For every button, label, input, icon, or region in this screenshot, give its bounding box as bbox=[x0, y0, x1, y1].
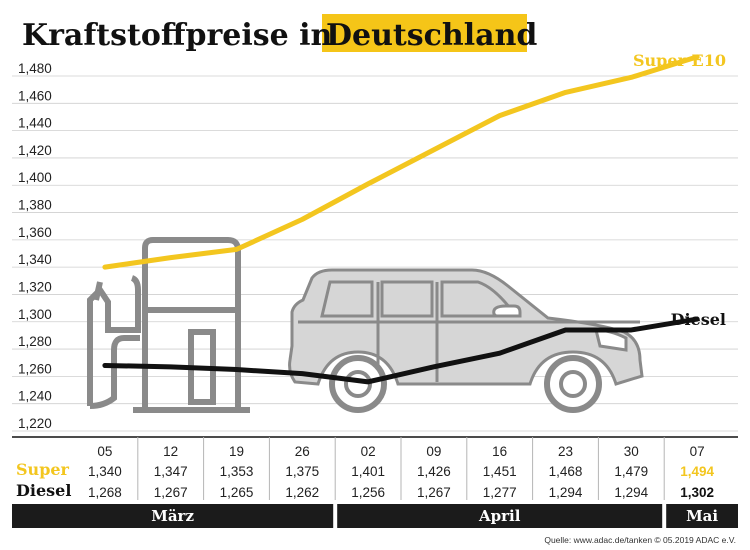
diesel-line bbox=[102, 316, 700, 385]
value-cell: 1,277 bbox=[483, 485, 517, 500]
value-cell: 1,262 bbox=[285, 485, 319, 500]
month-label: April bbox=[478, 507, 521, 525]
series-lines bbox=[102, 54, 700, 385]
x-tick-label: 09 bbox=[426, 444, 441, 459]
x-axis-ticks: 05 12 19 26 02 09 16 23 30 07 bbox=[97, 437, 705, 500]
y-tick-label: 1,460 bbox=[18, 88, 52, 103]
x-tick-label: 26 bbox=[295, 444, 310, 459]
value-cell: 1,451 bbox=[483, 464, 517, 479]
value-cell: 1,267 bbox=[417, 485, 451, 500]
row-label-super: Super bbox=[16, 460, 70, 479]
month-bar bbox=[337, 504, 663, 528]
title-part-1: Kraftstoffpreise in bbox=[22, 18, 333, 53]
fuel-pump-icon bbox=[87, 237, 250, 413]
month-label: Mai bbox=[686, 507, 718, 525]
value-cell: 1,347 bbox=[154, 464, 188, 479]
value-cell: 1,494 bbox=[680, 464, 714, 479]
y-tick-label: 1,280 bbox=[18, 334, 52, 349]
y-tick-label: 1,240 bbox=[18, 389, 52, 404]
title-part-2: Deutschland bbox=[326, 18, 537, 53]
row-label-diesel: Diesel bbox=[16, 481, 71, 500]
y-tick-label: 1,340 bbox=[18, 252, 52, 267]
value-cell: 1,267 bbox=[154, 485, 188, 500]
value-cell: 1,265 bbox=[220, 485, 254, 500]
super-e10-line bbox=[102, 54, 700, 270]
value-cell: 1,302 bbox=[680, 485, 714, 500]
y-tick-label: 1,380 bbox=[18, 198, 52, 213]
value-cell: 1,401 bbox=[351, 464, 385, 479]
x-tick-label: 16 bbox=[492, 444, 507, 459]
month-bars: März April Mai bbox=[12, 504, 738, 528]
x-tick-label: 07 bbox=[690, 444, 705, 459]
series-label-super-e10: Super E10 bbox=[633, 51, 726, 70]
y-tick-label: 1,360 bbox=[18, 225, 52, 240]
y-tick-label: 1,320 bbox=[18, 279, 52, 294]
value-cell: 1,294 bbox=[614, 485, 648, 500]
month-bar bbox=[666, 504, 738, 528]
month-label: März bbox=[151, 507, 194, 525]
value-cell: 1,479 bbox=[614, 464, 648, 479]
x-tick-label: 23 bbox=[558, 444, 573, 459]
y-tick-label: 1,220 bbox=[18, 416, 52, 431]
x-tick-label: 30 bbox=[624, 444, 639, 459]
month-bar bbox=[12, 504, 334, 528]
x-tick-label: 12 bbox=[163, 444, 178, 459]
pump-and-car-illustration bbox=[87, 237, 644, 413]
value-table: 1,340 1,347 1,353 1,375 1,401 1,426 1,451 1,468… bbox=[88, 464, 714, 500]
value-cell: 1,353 bbox=[220, 464, 254, 479]
y-tick-label: 1,440 bbox=[18, 116, 52, 131]
x-tick-label: 02 bbox=[361, 444, 376, 459]
title-highlight bbox=[322, 14, 527, 52]
x-tick-label: 05 bbox=[97, 444, 112, 459]
source-note: Quelle: www.adac.de/tanken © 05.2019 ADA… bbox=[544, 535, 736, 545]
y-tick-label: 1,400 bbox=[18, 170, 52, 185]
car-icon bbox=[288, 268, 644, 413]
x-tick-label: 19 bbox=[229, 444, 244, 459]
value-cell: 1,375 bbox=[285, 464, 319, 479]
y-tick-label: 1,300 bbox=[18, 307, 52, 322]
value-cell: 1,256 bbox=[351, 485, 385, 500]
y-tick-label: 1,260 bbox=[18, 361, 52, 376]
y-tick-label: 1,420 bbox=[18, 143, 52, 158]
value-cell: 1,426 bbox=[417, 464, 451, 479]
value-cell: 1,294 bbox=[549, 485, 583, 500]
y-tick-label: 1,480 bbox=[18, 61, 52, 76]
value-cell: 1,468 bbox=[549, 464, 583, 479]
series-label-diesel: Diesel bbox=[671, 310, 726, 329]
value-cell: 1,268 bbox=[88, 485, 122, 500]
value-cell: 1,340 bbox=[88, 464, 122, 479]
y-axis-ticks: 1,220 1,240 1,260 1,280 1,300 1,320 1,340 1,360… bbox=[18, 61, 52, 431]
